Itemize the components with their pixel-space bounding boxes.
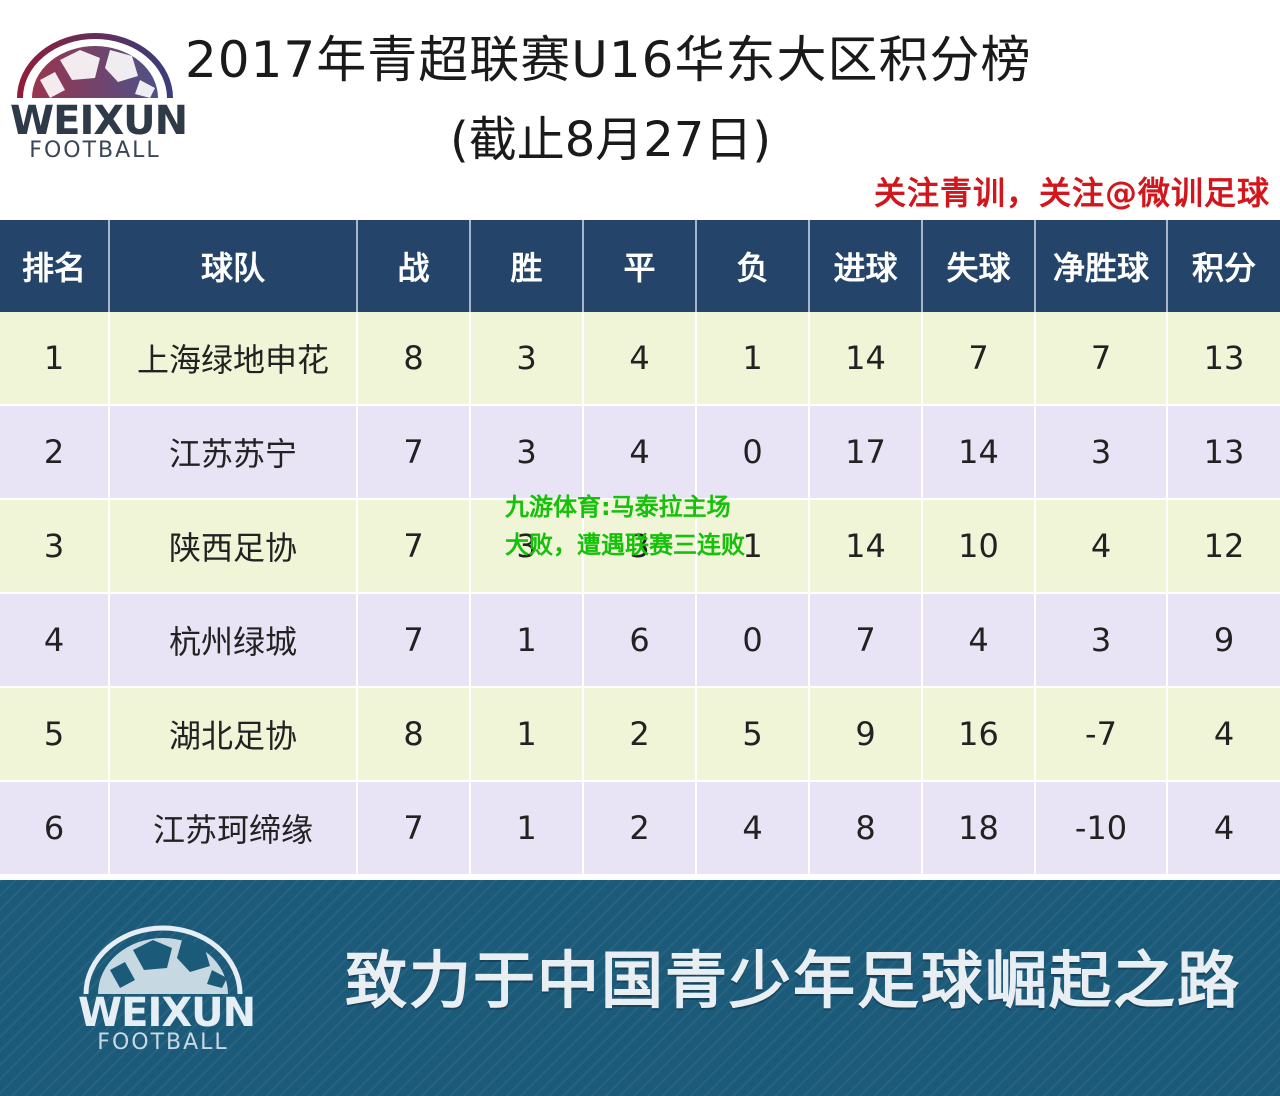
goals-against-cell: 4 xyxy=(923,594,1036,686)
footer-slogan: 致力于中国青少年足球崛起之路 xyxy=(345,944,1242,1017)
rank-cell: 6 xyxy=(0,782,110,874)
standings-table: 排名 球队 战 胜 平 负 进球 失球 净胜球 积分 1 上海绿地申花 8 3 … xyxy=(0,220,1280,876)
losses-cell: 0 xyxy=(697,594,810,686)
wins-cell: 1 xyxy=(471,594,584,686)
soccer-ball-logo-icon xyxy=(17,33,173,99)
points-cell: 13 xyxy=(1203,339,1245,377)
table-header-row: 排名 球队 战 胜 平 负 进球 失球 净胜球 积分 xyxy=(0,220,1280,312)
goal-difference-cell: 4 xyxy=(1036,500,1168,592)
column-header-team: 球队 xyxy=(110,220,358,312)
column-header-draws: 平 xyxy=(584,220,697,312)
date-subtitle: (截止8月27日) xyxy=(450,112,772,168)
team-cell: 湖北足协 xyxy=(110,688,358,780)
losses-cell: 1 xyxy=(697,500,810,592)
goals-for-cell: 14 xyxy=(810,500,923,592)
points-cell: 13 xyxy=(1203,433,1245,471)
wins-cell: 1 xyxy=(471,782,584,874)
draws-cell: 3 xyxy=(584,500,697,592)
footer-logo-subtitle: FOOTBALL xyxy=(97,1030,229,1055)
goal-difference-cell: 7 xyxy=(1036,312,1168,404)
draws-cell: 2 xyxy=(584,688,697,780)
column-header-wins: 胜 xyxy=(471,220,584,312)
team-cell: 江苏苏宁 xyxy=(110,406,358,498)
goals-for-cell: 8 xyxy=(810,782,923,874)
points-cell: 9 xyxy=(1213,621,1235,659)
played-cell: 7 xyxy=(358,782,471,874)
page-title: 2017年青超联赛U16华东大区积分榜 xyxy=(185,31,1032,89)
goals-against-cell: 10 xyxy=(923,500,1036,592)
table-row: 5 湖北足协 8 1 2 5 9 16 -7 4 xyxy=(0,688,1280,782)
column-header-goals-against: 失球 xyxy=(923,220,1036,312)
logo-wordmark: WEIXUN xyxy=(10,98,188,144)
table-row: 1 上海绿地申花 8 3 4 1 14 7 7 13 xyxy=(0,312,1280,406)
points-cell: 4 xyxy=(1213,715,1235,753)
losses-cell: 0 xyxy=(697,406,810,498)
points-cell: 4 xyxy=(1213,809,1235,847)
table-row: 4 杭州绿城 7 1 6 0 7 4 3 9 xyxy=(0,594,1280,688)
soccer-ball-logo-icon xyxy=(83,925,243,995)
draws-cell: 4 xyxy=(584,406,697,498)
rank-cell: 4 xyxy=(0,594,110,686)
wins-cell: 1 xyxy=(471,688,584,780)
goals-against-cell: 16 xyxy=(923,688,1036,780)
follow-slogan: 关注青训，关注@微训足球 xyxy=(873,174,1270,212)
table-row: 2 江苏苏宁 7 3 4 0 17 14 3 13 xyxy=(0,406,1280,500)
losses-cell: 4 xyxy=(697,782,810,874)
played-cell: 8 xyxy=(358,312,471,404)
team-cell: 陕西足协 xyxy=(110,500,358,592)
points-cell: 12 xyxy=(1203,527,1245,565)
table-row: 3 陕西足协 7 3 3 1 14 10 4 12 xyxy=(0,500,1280,594)
played-cell: 7 xyxy=(358,500,471,592)
column-header-rank: 排名 xyxy=(0,220,110,312)
team-cell: 江苏珂缔缘 xyxy=(110,782,358,874)
page-header: WEIXUN FOOTBALL 2017年青超联赛U16华东大区积分榜 (截止8… xyxy=(0,0,1280,220)
watermark-line-1: 九游体育:马泰拉主场 xyxy=(505,493,731,521)
goals-for-cell: 7 xyxy=(810,594,923,686)
losses-cell: 1 xyxy=(697,312,810,404)
losses-cell: 5 xyxy=(697,688,810,780)
column-header-goals-for: 进球 xyxy=(810,220,923,312)
wins-cell: 3 xyxy=(471,406,584,498)
draws-cell: 4 xyxy=(584,312,697,404)
column-header-losses: 负 xyxy=(697,220,810,312)
goals-against-cell: 14 xyxy=(923,406,1036,498)
column-header-played: 战 xyxy=(358,220,471,312)
team-cell: 上海绿地申花 xyxy=(110,312,358,404)
table-row: 6 江苏珂缔缘 7 1 2 4 8 18 -10 4 xyxy=(0,782,1280,876)
goals-for-cell: 14 xyxy=(810,312,923,404)
draws-cell: 6 xyxy=(584,594,697,686)
rank-cell: 5 xyxy=(0,688,110,780)
rank-cell: 2 xyxy=(0,406,110,498)
goal-difference-cell: 3 xyxy=(1036,406,1168,498)
wins-cell: 3 xyxy=(471,500,584,592)
played-cell: 7 xyxy=(358,594,471,686)
played-cell: 7 xyxy=(358,406,471,498)
goals-against-cell: 18 xyxy=(923,782,1036,874)
goal-difference-cell: -7 xyxy=(1036,688,1168,780)
watermark-line-2: 大败，遭遇联赛三连败 xyxy=(505,531,745,559)
page-footer: WEIXUN FOOTBALL 致力于中国青少年足球崛起之路 xyxy=(0,880,1280,1096)
goal-difference-cell: -10 xyxy=(1036,782,1168,874)
rank-cell: 3 xyxy=(0,500,110,592)
played-cell: 8 xyxy=(358,688,471,780)
goals-against-cell: 7 xyxy=(923,312,1036,404)
wins-cell: 3 xyxy=(471,312,584,404)
column-header-goal-difference: 净胜球 xyxy=(1036,220,1168,312)
goal-difference-cell: 3 xyxy=(1036,594,1168,686)
rank-cell: 1 xyxy=(0,312,110,404)
goals-for-cell: 17 xyxy=(810,406,923,498)
team-cell: 杭州绿城 xyxy=(110,594,358,686)
overlay-watermark-text: 九游体育:马泰拉主场 大败，遭遇联赛三连败 xyxy=(505,488,785,564)
logo-subtitle: FOOTBALL xyxy=(29,138,161,163)
goals-for-cell: 9 xyxy=(810,688,923,780)
column-header-points: 积分 xyxy=(1191,249,1256,287)
footer-logo-wordmark: WEIXUN xyxy=(78,990,256,1036)
draws-cell: 2 xyxy=(584,782,697,874)
